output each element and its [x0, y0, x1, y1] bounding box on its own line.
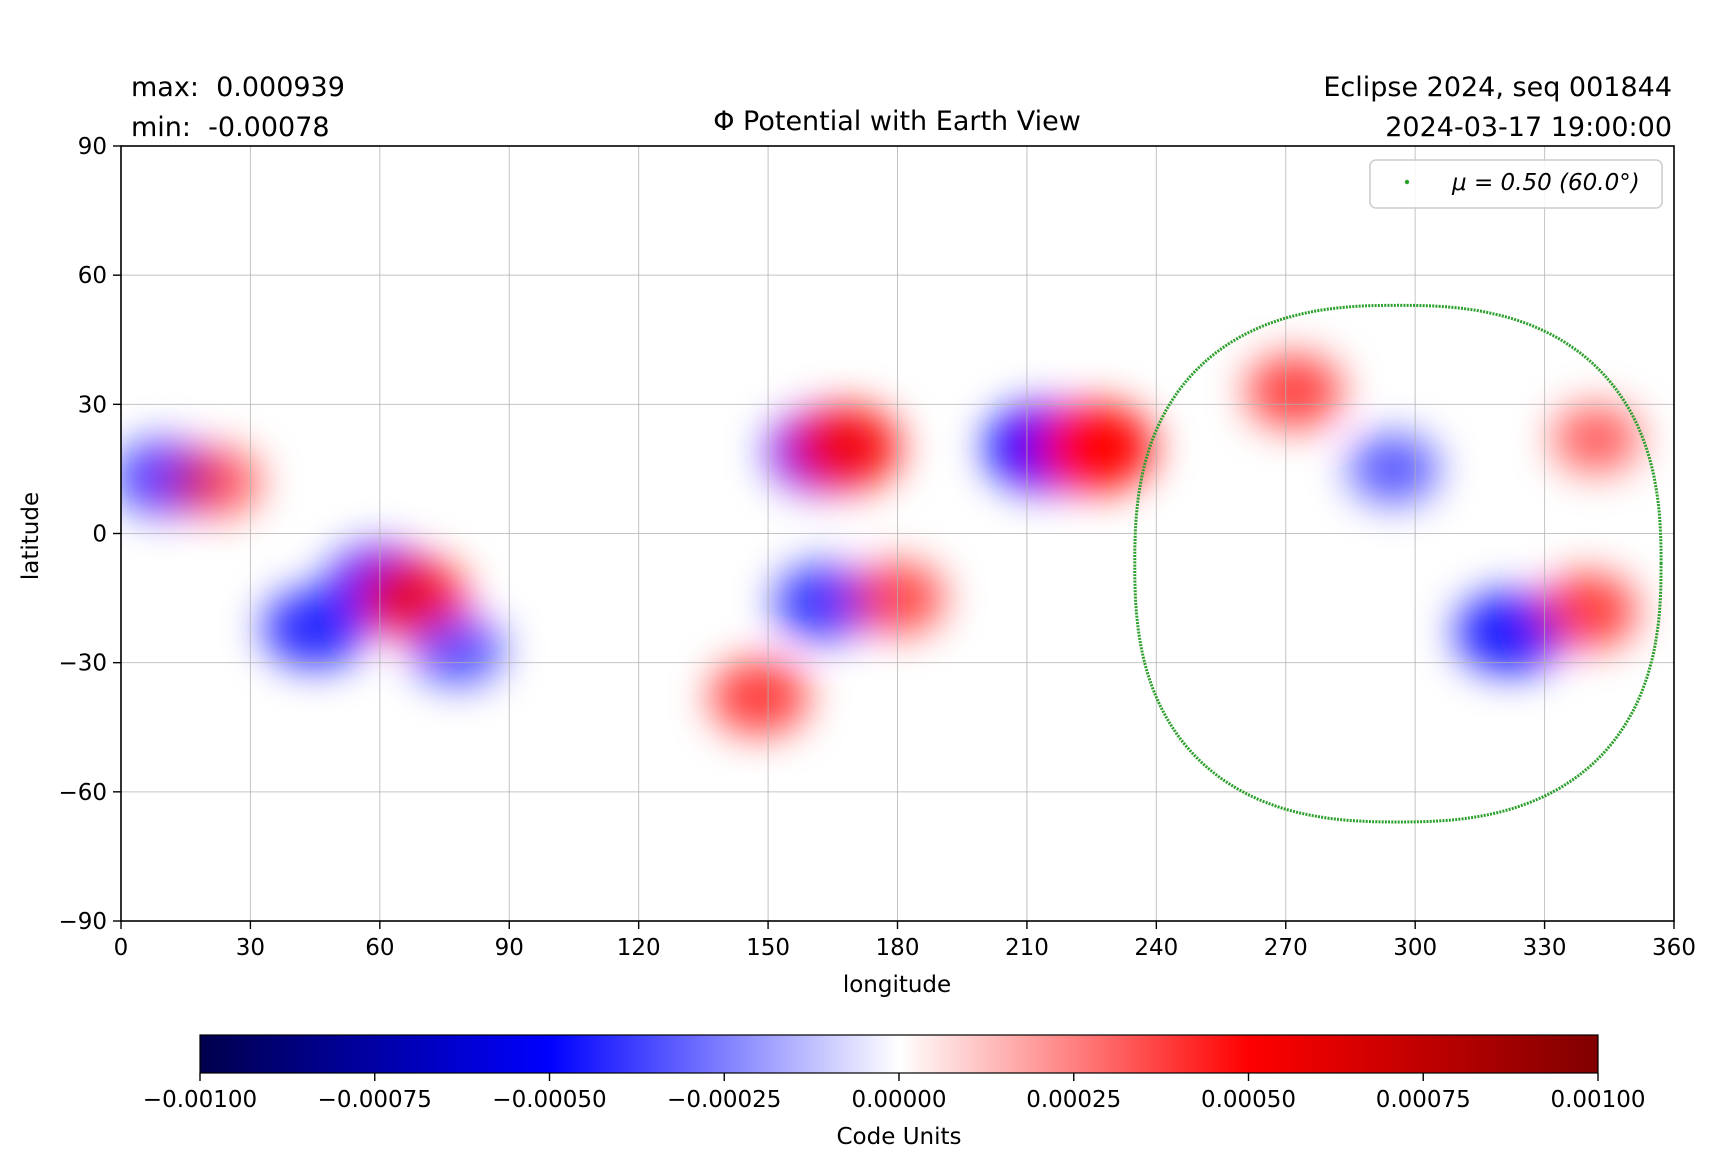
x-tick-label: 150	[746, 935, 790, 961]
heatmap-field	[121, 354, 1641, 735]
datetime-label: 2024-03-17 19:00:00	[1385, 112, 1672, 143]
x-tick-label: 360	[1652, 935, 1696, 961]
x-axis-label: longitude	[843, 972, 951, 998]
max-label: max: 0.000939	[131, 72, 345, 103]
colorbar-tick-label: −0.00025	[667, 1087, 781, 1113]
colorbar-tick-label: −0.00100	[143, 1087, 257, 1113]
y-tick-label: 30	[78, 392, 107, 418]
heatmap-blob-positive	[1552, 404, 1641, 473]
x-tick-label: 90	[495, 935, 524, 961]
y-tick-label: 0	[92, 522, 107, 548]
x-tick-label: 240	[1134, 935, 1178, 961]
y-axis-ticks: 90 60 30 0 −30 −60 −90	[58, 134, 121, 935]
colorbar-tick-label: 0.00100	[1550, 1087, 1645, 1113]
x-tick-label: 120	[617, 935, 661, 961]
x-tick-label: 270	[1264, 935, 1308, 961]
legend-entry: μ = 0.50 (60.0°)	[1451, 170, 1640, 196]
colorbar-tick-label: 0.00075	[1376, 1087, 1471, 1113]
heatmap-blob-negative	[1348, 434, 1439, 504]
heatmap-blob-negative	[774, 563, 875, 641]
y-axis-label: latitude	[18, 492, 44, 580]
x-axis-ticks: 0 30 60 90 120 150 180 210 240 270 300 330 360	[114, 921, 1696, 961]
colorbar-ticks: −0.00100 −0.00075 −0.00050 −0.00025 0.00000 0…	[143, 1073, 1646, 1113]
x-tick-label: 30	[236, 935, 265, 961]
x-tick-label: 210	[1005, 935, 1049, 961]
heatmap-blob-positive	[170, 446, 261, 517]
legend-marker	[1404, 179, 1410, 185]
heatmap-blob-positive	[1538, 573, 1637, 649]
colorbar	[199, 1034, 1599, 1074]
y-tick-label: 60	[78, 263, 107, 289]
heatmap-blob-positive	[790, 405, 901, 490]
y-tick-label: 90	[78, 134, 107, 160]
mu-contour	[1133, 303, 1663, 824]
x-tick-label: 60	[365, 935, 394, 961]
min-label: min: -0.00078	[131, 112, 330, 143]
heatmap-blob-positive	[1246, 354, 1343, 429]
y-tick-label: −60	[58, 780, 107, 806]
heatmap-blob-positive	[1037, 403, 1154, 492]
x-tick-label: 0	[114, 935, 129, 961]
colorbar-tick-label: 0.00050	[1201, 1087, 1296, 1113]
heatmap-blob-negative	[411, 614, 504, 686]
colorbar-tick-label: 0.00025	[1026, 1087, 1121, 1113]
source-label: Eclipse 2024, seq 001844	[1323, 72, 1672, 103]
x-tick-label: 180	[876, 935, 920, 961]
heatmap-blob-positive	[710, 659, 809, 735]
chart-title: Φ Potential with Earth View	[713, 106, 1081, 137]
colorbar-label: Code Units	[837, 1124, 962, 1150]
legend: μ = 0.50 (60.0°)	[1369, 159, 1663, 209]
x-tick-label: 300	[1393, 935, 1437, 961]
heatmap-blob-negative	[1456, 591, 1565, 674]
colorbar-tick-label: −0.00050	[492, 1087, 606, 1113]
x-tick-label: 330	[1523, 935, 1567, 961]
y-tick-label: −90	[58, 909, 107, 935]
colorbar-tick-label: −0.00075	[318, 1087, 432, 1113]
y-tick-label: −30	[58, 651, 107, 677]
colorbar-tick-label: 0.00000	[851, 1087, 946, 1113]
